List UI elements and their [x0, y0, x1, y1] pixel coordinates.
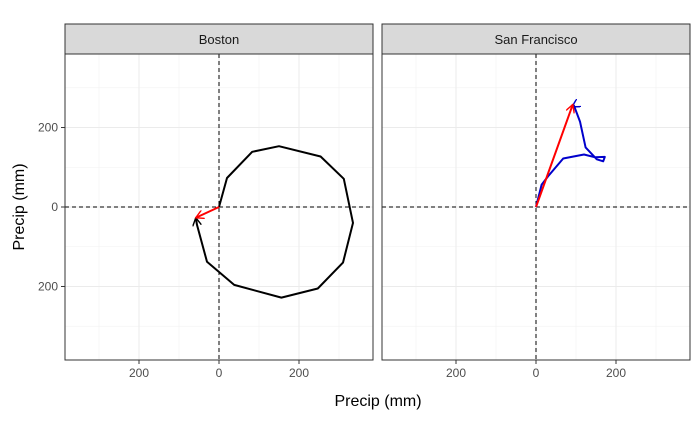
- panel-san-francisco: San Francisco 200 0 200: [381, 23, 691, 380]
- y-axis-title: Precip (mm): [11, 163, 28, 250]
- x-tick-label: 200: [289, 366, 309, 380]
- strip-san-francisco: [381, 23, 691, 55]
- x-tick-label: 0: [533, 366, 540, 380]
- panel-boston: Boston 200 0 200 200 0 200: [38, 23, 374, 380]
- x-tick-label: 200: [446, 366, 466, 380]
- resultant-arrow-boston: [196, 206, 220, 218]
- x-tick-label: 200: [129, 366, 149, 380]
- resultant-arrow-san-francisco: [535, 104, 573, 208]
- panels: Boston 200 0 200 200 0 200 San Francisco 200 0 200: [38, 23, 691, 380]
- y-tick-label: 200: [38, 279, 58, 293]
- x-tick-label: 0: [216, 366, 223, 380]
- x-axis-title: Precip (mm): [334, 393, 421, 410]
- strip-label-san-francisco: San Francisco: [494, 32, 577, 47]
- y-tick-label: 200: [38, 121, 58, 135]
- y-tick-label: 0: [51, 200, 58, 214]
- x-tick-label: 200: [606, 366, 626, 380]
- strip-label-boston: Boston: [199, 32, 239, 47]
- strip-boston: [64, 23, 374, 55]
- series-path-boston: [196, 145, 354, 299]
